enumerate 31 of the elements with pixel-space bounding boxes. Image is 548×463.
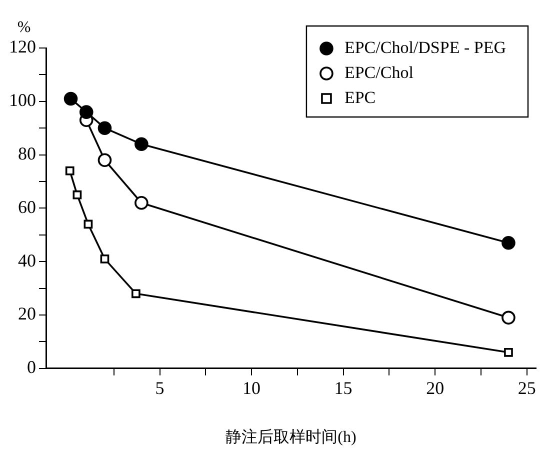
legend-label: EPC <box>344 88 376 107</box>
y-tick-label: 80 <box>18 144 36 164</box>
x-tick-label: 5 <box>155 378 164 398</box>
x-tick-label: 25 <box>518 378 536 398</box>
point <box>65 166 74 176</box>
point <box>134 196 148 210</box>
point <box>134 137 148 152</box>
point <box>504 348 513 357</box>
y-tick-label: 0 <box>27 357 36 378</box>
point <box>98 153 112 168</box>
y-tick-label: 40 <box>18 250 36 270</box>
point <box>502 236 516 250</box>
legend-label: EPC/Chol/DSPE - PEG <box>344 38 506 57</box>
y-tick-label: 20 <box>18 304 36 324</box>
y-tick-label: 60 <box>18 196 36 217</box>
legend-label: EPC/Chol <box>344 62 414 82</box>
y-tick-label: 120 <box>9 36 36 57</box>
y-axis-title: % <box>17 19 31 36</box>
point <box>79 105 94 119</box>
x-tick-label: 15 <box>334 378 352 398</box>
y-tick-label: 100 <box>9 90 36 110</box>
x-tick-label: 10 <box>242 378 261 398</box>
point <box>502 310 516 325</box>
point <box>100 254 110 264</box>
point <box>72 190 82 200</box>
x-tick-label: 20 <box>426 378 444 398</box>
point <box>131 289 140 298</box>
point <box>98 121 112 135</box>
point <box>64 92 78 106</box>
point <box>84 220 93 229</box>
x-axis-title: 静注后取样时间(h) <box>226 428 356 446</box>
